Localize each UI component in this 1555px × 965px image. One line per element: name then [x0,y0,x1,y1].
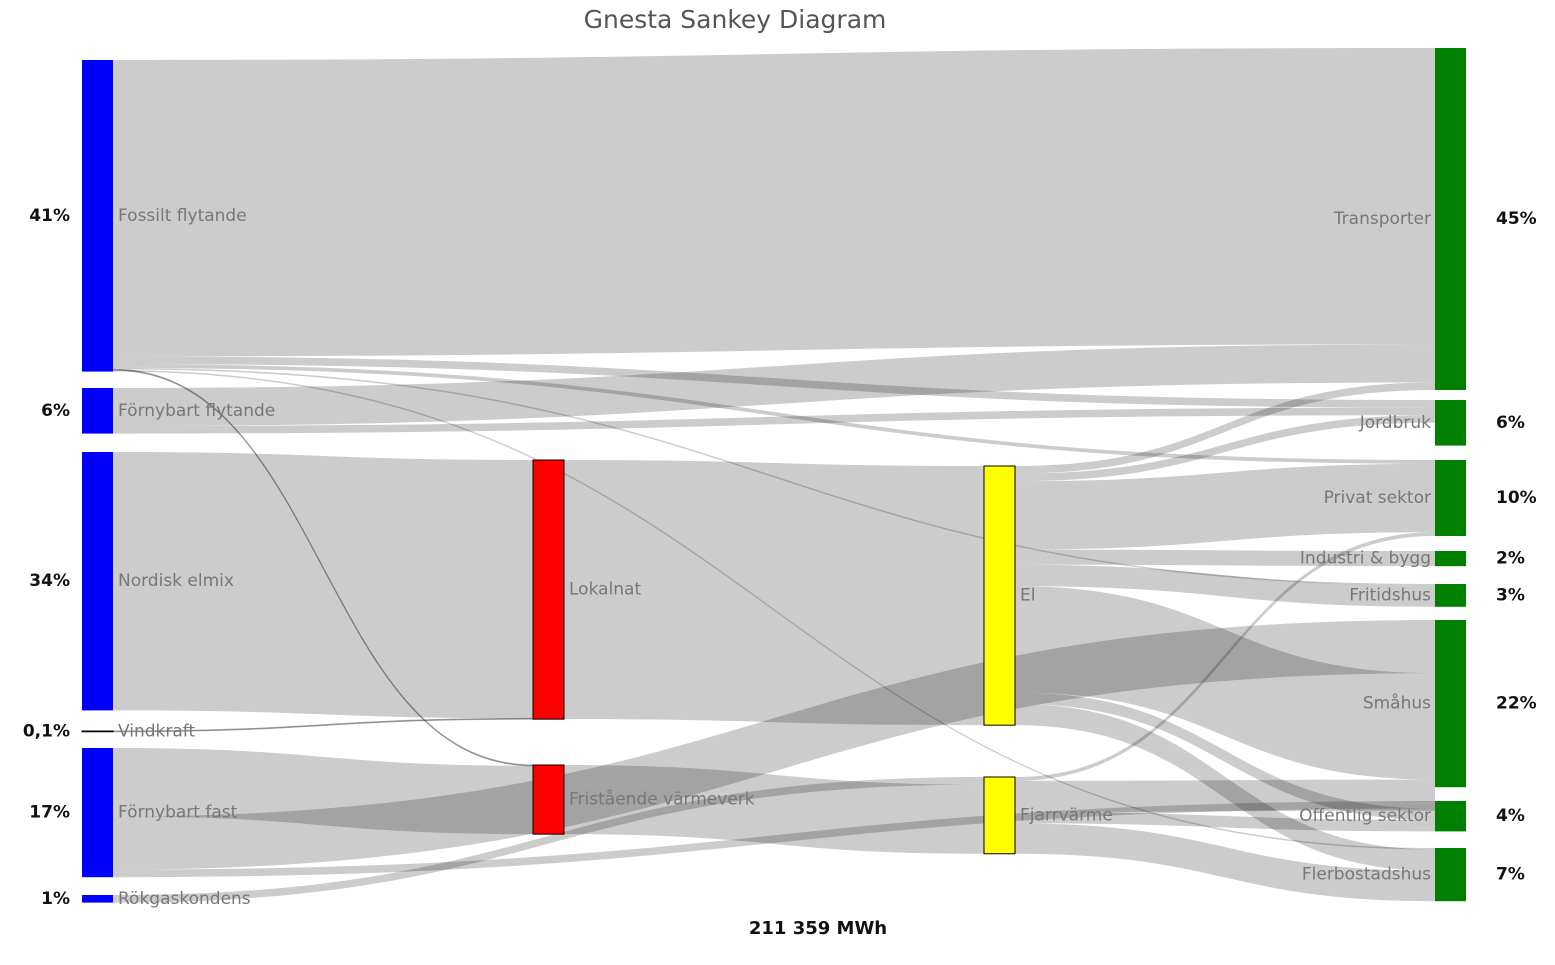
node [1435,400,1466,446]
node-label: Offentlig sektor [1299,806,1431,826]
node [1435,584,1466,607]
node-label: Vindkraft [118,721,195,741]
node-label: Jordbruk [1359,413,1431,433]
value-label: 22% [1496,694,1537,714]
node [82,60,113,372]
node-label: Förnybart fast [118,803,238,823]
total-label: 211 359 MWh [749,918,887,939]
flow [1015,532,1435,781]
value-label: 4% [1496,806,1525,826]
value-label: 6% [1496,413,1525,433]
flow [1015,463,1435,550]
node-label: Fritidshus [1349,585,1431,605]
flow [1015,586,1435,780]
flow [113,356,1435,408]
node-label: Lokalnat [569,580,641,600]
chart-title: Gnesta Sankey Diagram [584,5,887,34]
node-label: Fristående värmeverk [569,789,755,810]
flow [113,407,1435,434]
flow [1015,692,1435,820]
node-label: Transporter [1333,209,1431,229]
value-label: 10% [1496,488,1537,508]
node [1435,460,1466,536]
flow [1015,415,1435,482]
nodes: Fossilt flytande 41% Förnybart flytande 6% N… [23,48,1537,909]
flow [113,370,1435,850]
value-label: 3% [1496,585,1525,605]
node [82,895,113,903]
node-label: Rökgaskondens [118,889,251,909]
value-label: 7% [1496,865,1525,885]
flow [113,801,1435,878]
value-label: 45% [1496,209,1537,229]
flow [1015,779,1435,812]
node-label: Förnybart flytande [118,401,275,421]
flow [1015,703,1435,871]
node [1435,551,1466,567]
flow [113,367,1435,586]
node [1435,848,1466,902]
node-label: Privat sektor [1324,488,1431,508]
flow [564,460,984,726]
node-label: Fossilt flytande [118,206,247,226]
flow [113,364,1435,464]
flow [1015,382,1435,474]
node [82,748,113,878]
flow [564,765,984,854]
value-label: 6% [41,401,70,421]
node [1435,620,1466,788]
flow [113,620,1435,870]
value-label: 17% [29,803,70,823]
node [983,776,1016,855]
flow [1015,564,1435,607]
flow [113,777,984,903]
node-label: El [1020,586,1035,606]
node-label: Industri & bygg [1300,549,1431,569]
node-label: Flerbostadshus [1302,865,1431,885]
value-label: 1% [41,889,70,909]
node [983,465,1016,726]
node [532,764,565,835]
node-label: Fjarrvärme [1020,805,1113,825]
node-label: Småhus [1363,693,1431,714]
node [532,459,565,720]
node [82,452,113,711]
value-label: 0,1% [23,721,70,741]
node [82,388,113,434]
value-label: 34% [29,571,70,591]
value-label: 41% [29,206,70,226]
node [81,730,114,733]
flow [113,344,1435,426]
node [1435,48,1466,390]
node-label: Nordisk elmix [118,571,234,591]
node [1435,801,1466,832]
flow [113,748,533,835]
flow [113,48,1435,357]
flow [1015,811,1435,832]
flow [113,452,533,719]
flow [1015,823,1435,902]
flow [1015,549,1435,567]
links [112,48,1435,903]
value-label: 2% [1496,549,1525,569]
